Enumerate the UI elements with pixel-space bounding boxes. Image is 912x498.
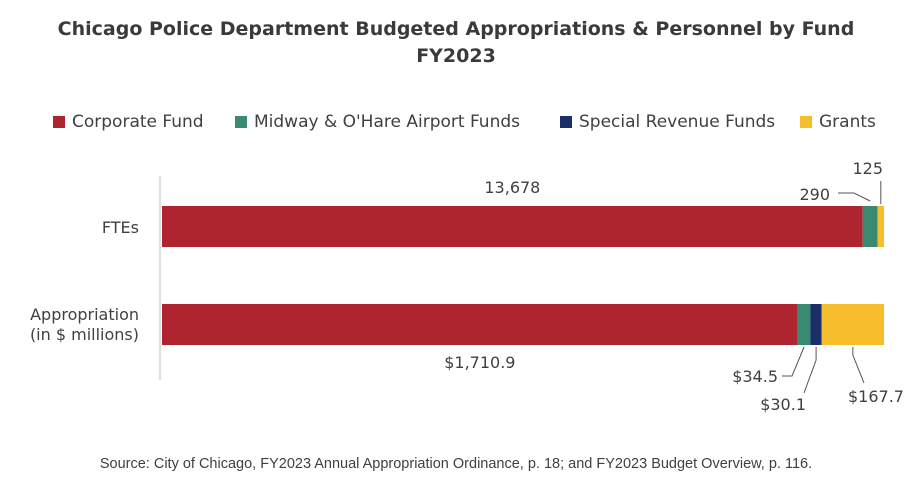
data-label: 290 [799, 185, 830, 204]
legend-swatch-corporate-fund [53, 116, 65, 128]
bar-segment [810, 304, 822, 345]
data-label: 13,678 [484, 178, 540, 197]
legend-label-airport-funds: Midway & O'Hare Airport Funds [254, 112, 520, 132]
legend-swatch-grants [800, 116, 812, 128]
legend: Corporate Fund Midway & O'Hare Airport F… [0, 110, 912, 134]
legend-swatch-airport-funds [235, 116, 247, 128]
stacked-bar-chart: FTEs Appropriation(in $ millions) 13,678 29… [30, 159, 904, 414]
chart-title: Chicago Police Department Budgeted Appro… [0, 16, 912, 70]
chart-title-line: Chicago Police Department Budgeted Appro… [57, 18, 855, 40]
leader-line [838, 192, 871, 202]
category-label: Appropriation [30, 305, 139, 324]
bar-segment [821, 304, 884, 345]
chart-subtitle: FY2023 [416, 45, 496, 67]
leader-line [852, 347, 865, 384]
data-label: $1,710.9 [444, 353, 515, 372]
legend-swatch-special-revenue-funds [560, 116, 572, 128]
bar-segment [162, 304, 798, 345]
category-label: FTEs [102, 218, 139, 237]
data-label: 125 [852, 159, 883, 178]
bar-segment [162, 206, 863, 247]
bar-segment [877, 206, 884, 247]
leader-line [803, 347, 817, 394]
legend-label-grants: Grants [819, 112, 876, 132]
data-label: $167.7 [848, 387, 904, 406]
data-label: $30.1 [760, 395, 806, 414]
bar-segment [797, 304, 811, 345]
source-note: Source: City of Chicago, FY2023 Annual A… [99, 456, 813, 472]
legend-label-special-revenue-funds: Special Revenue Funds [579, 112, 776, 132]
leader-line [782, 346, 805, 377]
legend-label-corporate-fund: Corporate Fund [72, 112, 204, 132]
bar-segment [862, 206, 878, 247]
category-label: (in $ millions) [30, 325, 139, 344]
data-label: $34.5 [732, 367, 778, 386]
